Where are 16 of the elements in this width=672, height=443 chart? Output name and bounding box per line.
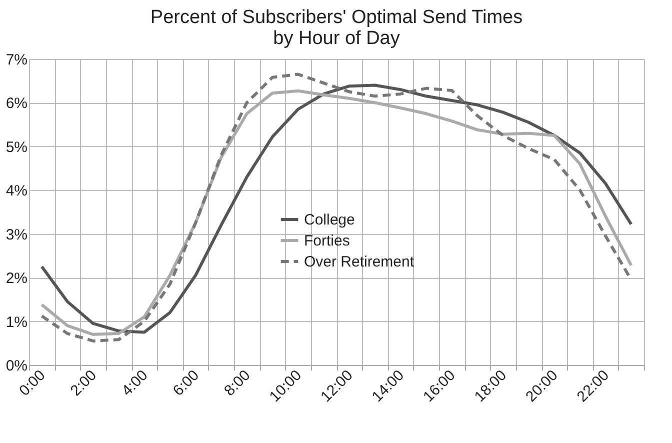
y-tick-label: 0% xyxy=(6,358,28,374)
legend-label: Forties xyxy=(304,232,350,250)
x-tick-label: 6:00 xyxy=(170,366,202,400)
chart-title: Percent of Subscribers' Optimal Send Times by Hour of Day xyxy=(150,7,523,49)
y-tick-label: 2% xyxy=(6,270,28,288)
y-tick-label: 1% xyxy=(6,314,28,331)
y-tick-label: 3% xyxy=(6,226,28,244)
y-tick-label: 7% xyxy=(6,52,28,68)
y-tick-label: 4% xyxy=(6,182,28,200)
legend-label: Over Retirement xyxy=(304,254,415,270)
y-tick-label: 5% xyxy=(6,138,28,156)
legend-label: College xyxy=(304,212,355,228)
x-tick-label: 2:00 xyxy=(67,366,100,400)
y-tick-label: 6% xyxy=(6,95,28,112)
x-tick-label: 8:00 xyxy=(221,366,254,400)
x-tick-label: 4:00 xyxy=(118,366,152,400)
